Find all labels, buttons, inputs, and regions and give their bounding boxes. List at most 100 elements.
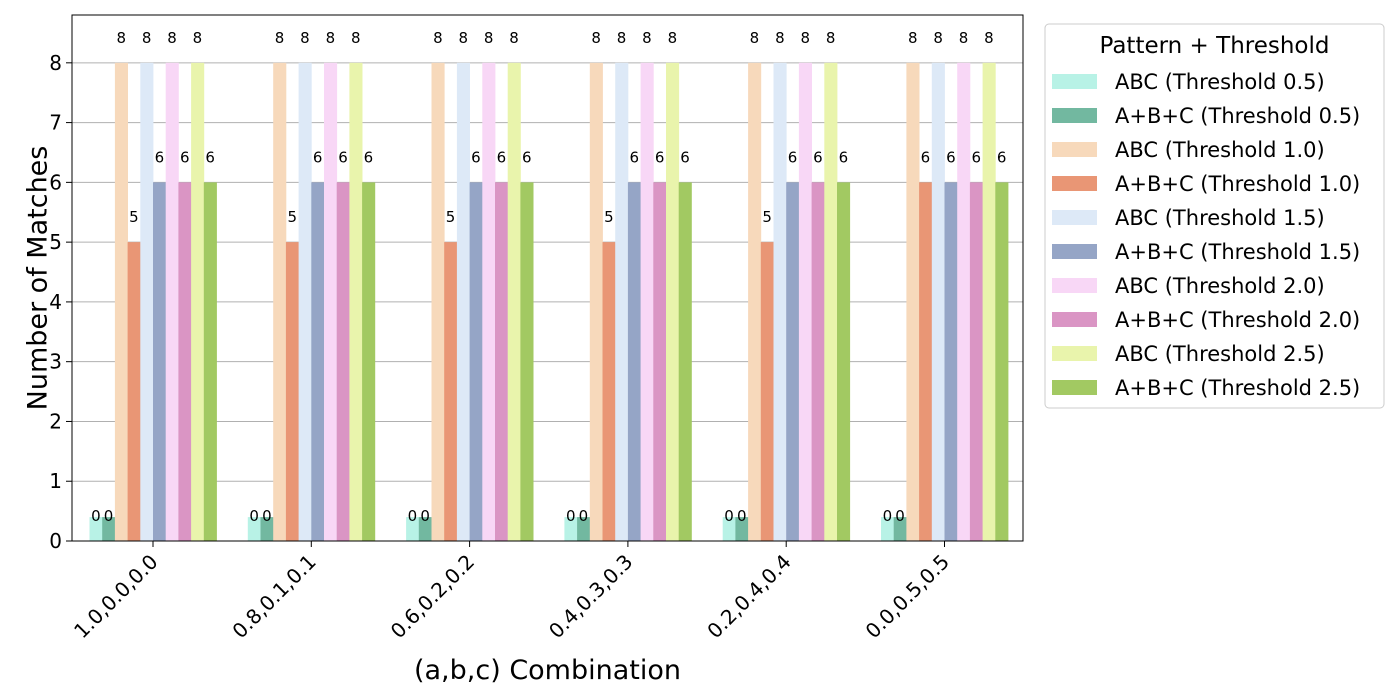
legend-label: ABC (Threshold 0.5) <box>1115 70 1325 94</box>
bar-value-label: 8 <box>933 29 943 47</box>
bar <box>666 62 680 542</box>
x-tick-label: 0.2,0.4,0.4 <box>702 550 795 643</box>
bar-value-label: 8 <box>750 29 760 47</box>
bar <box>298 62 312 542</box>
legend-swatch <box>1052 210 1097 225</box>
bar <box>349 62 363 542</box>
bar-value-label: 5 <box>762 208 772 226</box>
plot-area-frame <box>71 14 1024 542</box>
legend-label: ABC (Threshold 1.0) <box>1115 138 1325 162</box>
y-axis-title: Number of Matches <box>22 146 53 411</box>
bar <box>362 182 376 541</box>
bar-value-label: 8 <box>908 29 918 47</box>
bar-value-label: 8 <box>300 29 310 47</box>
bar <box>811 182 825 541</box>
bar <box>114 62 128 542</box>
bar-value-label: 8 <box>617 29 627 47</box>
legend-swatch <box>1052 380 1097 395</box>
bar <box>653 182 667 541</box>
bar <box>773 62 787 542</box>
bar <box>153 182 167 541</box>
legend-label: ABC (Threshold 1.5) <box>1115 206 1325 230</box>
bar <box>406 517 420 541</box>
y-tick-label: 2 <box>49 409 62 433</box>
bar-value-label: 8 <box>591 29 601 47</box>
bar-value-label: 8 <box>642 29 652 47</box>
y-axis-ticks: 0 1 2 3 4 5 6 7 8 <box>49 51 72 553</box>
bar <box>969 182 983 541</box>
legend-title: Pattern + Threshold <box>1100 33 1330 59</box>
bar-value-label: 6 <box>839 148 849 166</box>
bar-value-label: 8 <box>826 29 836 47</box>
bar-value-label: 6 <box>971 148 981 166</box>
bar-value-label: 5 <box>129 208 139 226</box>
bar <box>431 62 445 542</box>
bar <box>627 182 641 541</box>
bar-value-label: 6 <box>921 148 931 166</box>
bar-value-label: 0 <box>737 507 747 525</box>
bar <box>203 182 217 541</box>
x-tick-label: 0.0,0.5,0.5 <box>861 550 954 643</box>
bar <box>311 182 325 541</box>
bar <box>247 517 261 541</box>
bar <box>577 517 591 541</box>
bar <box>906 62 920 542</box>
bar-value-label: 6 <box>788 148 798 166</box>
legend-swatch <box>1052 346 1097 361</box>
bar <box>191 62 205 542</box>
bar-value-label: 8 <box>959 29 969 47</box>
legend-label: A+B+C (Threshold 2.5) <box>1115 376 1360 400</box>
bar-value-label: 8 <box>484 29 494 47</box>
bar <box>995 182 1009 541</box>
bar-value-label: 5 <box>287 208 297 226</box>
legend-label: A+B+C (Threshold 0.5) <box>1115 104 1360 128</box>
bar <box>444 242 458 542</box>
x-tick-label: 1.0,0.0,0.0 <box>69 550 162 643</box>
bar-value-label: 6 <box>655 148 665 166</box>
bar-value-label: 0 <box>895 507 905 525</box>
bar <box>469 182 483 541</box>
y-tick-label: 6 <box>49 170 62 194</box>
legend-label: ABC (Threshold 2.0) <box>1115 274 1325 298</box>
bar <box>273 62 287 542</box>
legend-label: A+B+C (Threshold 1.5) <box>1115 240 1360 264</box>
bar-value-label: 8 <box>433 29 443 47</box>
bar <box>944 182 958 541</box>
bar-value-label: 8 <box>984 29 994 47</box>
bar <box>165 62 179 542</box>
bar <box>178 182 192 541</box>
y-tick-label: 4 <box>49 290 62 314</box>
bar <box>881 517 895 541</box>
bar <box>260 517 274 541</box>
bar <box>418 517 432 541</box>
legend-swatch <box>1052 74 1097 89</box>
bar <box>893 517 907 541</box>
gridlines <box>72 62 1023 542</box>
bar <box>931 62 945 542</box>
bar-value-label: 8 <box>167 29 177 47</box>
bar-value-label: 0 <box>408 507 418 525</box>
bar-value-label: 5 <box>604 208 614 226</box>
bar <box>89 517 103 541</box>
legend: Pattern + Threshold ABC (Threshold 0.5) A… <box>1044 23 1385 409</box>
x-axis-title: (a,b,c) Combination <box>414 655 681 686</box>
bar-value-label: 8 <box>509 29 519 47</box>
bar <box>564 517 578 541</box>
bar <box>495 182 509 541</box>
bar-value-label: 8 <box>800 29 810 47</box>
y-tick-label: 7 <box>49 111 62 135</box>
x-tick-label: 0.4,0.3,0.3 <box>544 550 637 643</box>
bar <box>824 62 838 542</box>
legend-label: A+B+C (Threshold 1.0) <box>1115 172 1360 196</box>
bar <box>324 62 338 542</box>
bar-value-label: 8 <box>351 29 361 47</box>
bar-value-label: 6 <box>205 148 215 166</box>
bar <box>140 62 154 542</box>
bar-value-label: 8 <box>275 29 285 47</box>
bar-value-label: 6 <box>155 148 165 166</box>
legend-frame <box>1044 23 1385 409</box>
legend-swatch <box>1052 108 1097 123</box>
bar-value-label: 6 <box>364 148 374 166</box>
